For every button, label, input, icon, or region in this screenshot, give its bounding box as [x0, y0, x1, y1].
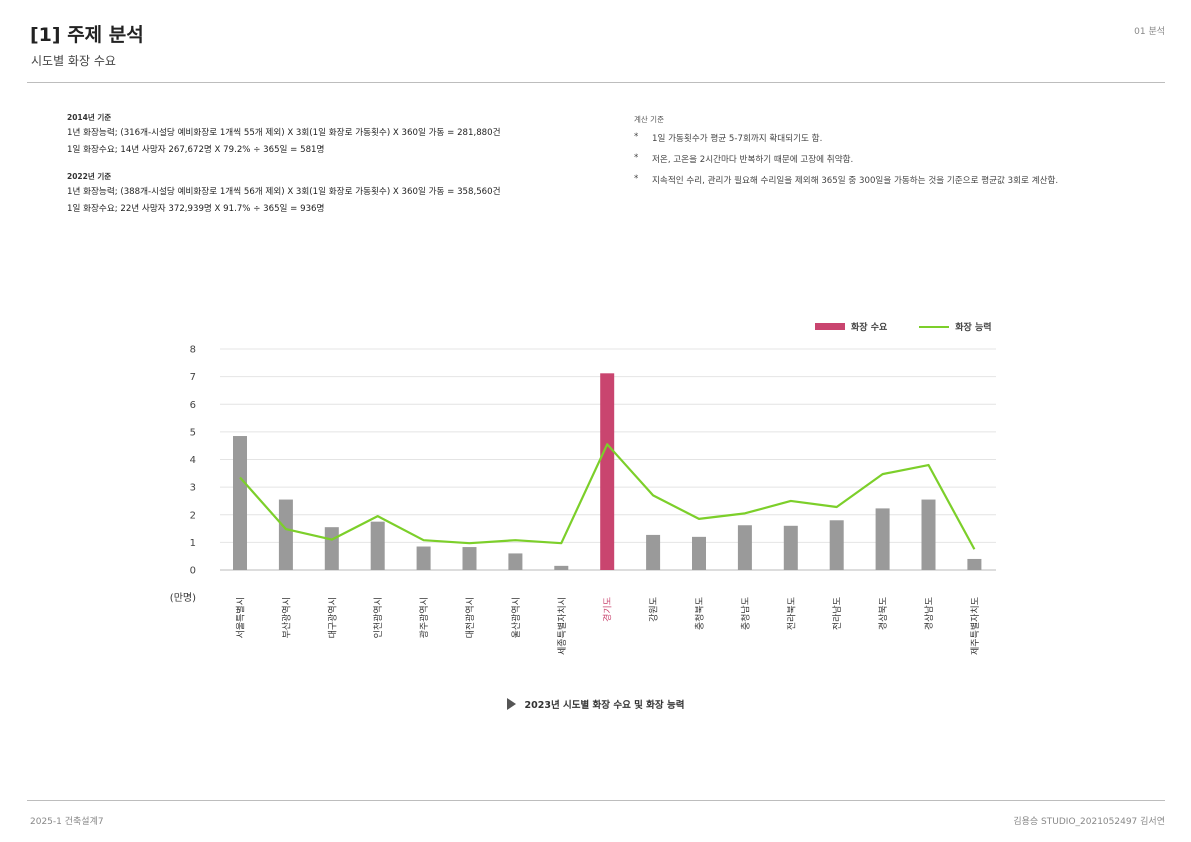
- basis-2014-block: 2014년 기준 1년 화장능력; (316개-시설당 예비화장로 1개씩 55…: [67, 114, 501, 164]
- note-text: 저온, 고온을 2시간마다 반복하기 때문에 고장에 취약함.: [652, 155, 854, 165]
- x-tick-label: 서울특별시: [236, 597, 247, 638]
- caption-triangle-icon: [506, 698, 516, 710]
- bar-전라북도: [783, 525, 798, 570]
- note-bullet: *: [634, 153, 639, 163]
- bar-강원도: [646, 534, 661, 570]
- chart-legend: 화장 수요 화장 능력: [815, 320, 992, 333]
- basis-2022-demand: 1일 화장수요; 22년 사망자 372,939명 X 91.7% ÷ 365일…: [67, 204, 325, 215]
- bar-부산광역시: [278, 499, 293, 570]
- footer-divider: [27, 800, 1165, 801]
- bar-세종특별자치시: [554, 565, 569, 570]
- y-tick-label: 4: [190, 455, 196, 466]
- note-item: * 지속적인 수리, 관리가 필요해 수리일을 제외해 365일 중 300일을…: [634, 174, 1058, 186]
- x-tick-label: 경상북도: [877, 597, 889, 630]
- bar-대구광역시: [324, 527, 339, 570]
- page-subtitle: 시도별 화장 수요: [31, 54, 116, 68]
- note-bullet: *: [634, 132, 639, 142]
- bar-경상남도: [921, 499, 936, 570]
- x-tick-label: 인천광역시: [372, 597, 384, 638]
- y-tick-label: 1: [190, 538, 196, 549]
- x-tick-label: 대전광역시: [464, 597, 476, 638]
- legend-line-swatch: [919, 325, 950, 328]
- x-tick-label: 광주광역시: [418, 597, 430, 638]
- bar-서울특별시: [233, 436, 247, 570]
- bar-제주특별자치도: [967, 558, 982, 570]
- legend-line-label: 화장 능력: [955, 323, 992, 333]
- chart-caption: 2023년 시도별 화장 수요 및 화장 능력: [0, 697, 1191, 711]
- basis-2014-heading: 2014년 기준: [67, 113, 112, 122]
- y-tick-label: 2: [190, 510, 196, 521]
- footer-course: 2025-1 건축설계7: [30, 817, 104, 827]
- page-title: [1] 주제 분석: [30, 24, 144, 46]
- x-tick-label: 울산광역시: [510, 597, 522, 638]
- bar-경상북도: [875, 508, 890, 570]
- bar-광주광역시: [416, 546, 431, 570]
- note-text: 지속적인 수리, 관리가 필요해 수리일을 제외해 365일 중 300일을 가…: [652, 176, 1059, 186]
- basis-2022-block: 2022년 기준 1년 화장능력; (388개-시설당 예비화장로 1개씩 56…: [67, 173, 501, 223]
- x-tick-label: 부산광역시: [280, 597, 292, 638]
- y-tick-label: 7: [190, 372, 196, 383]
- x-tick-label: 제주특별자치도: [969, 597, 981, 655]
- bar-충청북도: [692, 536, 706, 570]
- note-item: * 저온, 고온을 2시간마다 반복하기 때문에 고장에 취약함.: [634, 153, 1058, 165]
- bar-울산광역시: [508, 553, 523, 570]
- chart-caption-text: 2023년 시도별 화장 수요 및 화장 능력: [524, 700, 685, 711]
- y-axis-unit-label: (만명): [170, 592, 196, 604]
- x-tick-label: 충청북도: [695, 597, 706, 630]
- basis-2022-heading: 2022년 기준: [67, 172, 112, 181]
- x-tick-label: 강원도: [649, 597, 660, 622]
- calculation-notes: 계산 기준 * 1일 가동횟수가 평균 5-7회까지 확대되기도 함. * 저온…: [634, 114, 1058, 195]
- bar-대전광역시: [462, 547, 477, 570]
- x-tick-label: 경상남도: [923, 597, 935, 630]
- footer-studio: 김용승 STUDIO_2021052497 김서연: [1013, 817, 1165, 827]
- x-tick-label: 전라북도: [786, 597, 797, 630]
- x-tick-label: 전라남도: [832, 597, 843, 630]
- basis-2014-capacity: 1년 화장능력; (316개-시설당 예비화장로 1개씩 55개 제외) X 3…: [67, 127, 501, 138]
- bar-경기도: [600, 373, 615, 570]
- y-tick-label: 8: [190, 345, 196, 356]
- note-bullet: *: [634, 174, 639, 184]
- bar-인천광역시: [370, 521, 385, 570]
- bar-충청남도: [737, 525, 752, 570]
- notes-heading: 계산 기준: [634, 115, 664, 124]
- basis-2022-capacity: 1년 화장능력; (388개-시설당 예비화장로 1개씩 56개 제외) X 3…: [67, 186, 501, 197]
- y-tick-label: 5: [190, 427, 196, 438]
- page-tag: 01 분석: [1134, 27, 1165, 37]
- legend-bar-swatch: [815, 323, 845, 330]
- note-item: * 1일 가동횟수가 평균 5-7회까지 확대되기도 함.: [634, 132, 1058, 144]
- legend-bar-label: 화장 수요: [851, 323, 888, 333]
- y-tick-label: 3: [190, 483, 196, 494]
- bar-전라남도: [829, 520, 844, 570]
- basis-2014-demand: 1일 화장수요; 14년 사망자 267,672명 X 79.2% ÷ 365일…: [67, 145, 325, 156]
- x-tick-label: 경기도: [602, 597, 614, 622]
- x-tick-label: 충청남도: [740, 597, 751, 630]
- x-tick-label: 세종특별자치시: [556, 597, 568, 655]
- x-tick-label: 대구광역시: [326, 597, 338, 638]
- header-divider: [27, 82, 1165, 83]
- note-text: 1일 가동횟수가 평균 5-7회까지 확대되기도 함.: [652, 134, 823, 144]
- y-tick-label: 6: [190, 400, 196, 411]
- y-tick-label: 0: [190, 566, 196, 577]
